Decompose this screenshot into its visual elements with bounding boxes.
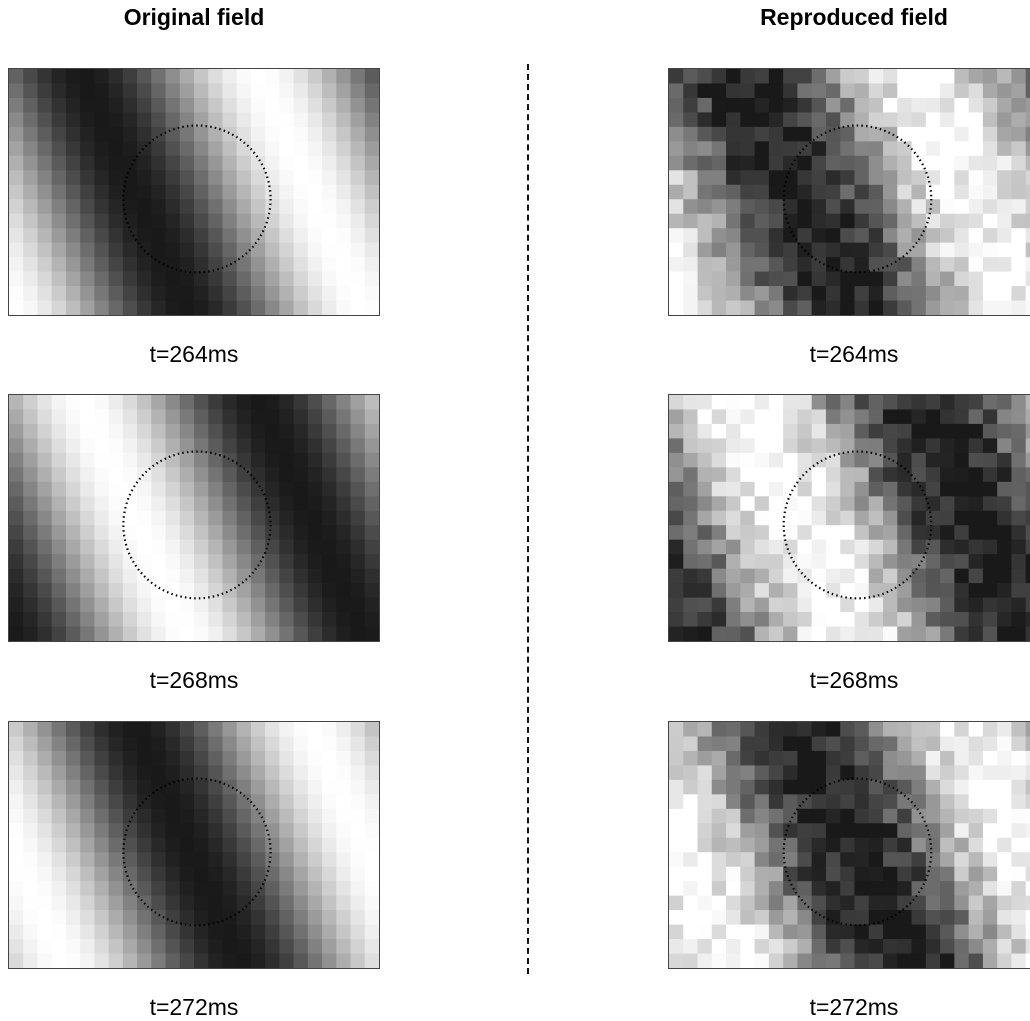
field-image <box>9 722 379 968</box>
region-marker-circle <box>122 450 272 600</box>
original-field-title: Original field <box>123 4 265 30</box>
region-marker-circle <box>782 777 933 927</box>
time-caption: t=264ms <box>149 341 239 367</box>
time-caption: t=264ms <box>809 341 899 367</box>
region-marker-circle <box>782 450 933 600</box>
field-image <box>669 395 1030 641</box>
field-image <box>9 69 379 315</box>
field-image <box>669 69 1030 315</box>
time-caption: t=268ms <box>149 667 239 693</box>
field-panel-original-3 <box>8 721 380 969</box>
field-panel-reproduced-3 <box>668 721 1030 969</box>
field-image <box>669 722 1030 968</box>
time-caption: t=272ms <box>809 994 899 1020</box>
time-caption: t=272ms <box>149 994 239 1020</box>
time-caption: t=268ms <box>809 667 899 693</box>
field-panel-original-1 <box>8 68 380 316</box>
region-marker-circle <box>782 124 933 274</box>
region-marker-circle <box>122 124 272 274</box>
field-panel-reproduced-1 <box>668 68 1030 316</box>
field-panel-original-2 <box>8 394 380 642</box>
column-divider <box>527 64 529 974</box>
region-marker-circle <box>122 777 272 927</box>
reproduced-field-title: Reproduced field <box>760 4 948 30</box>
field-panel-reproduced-2 <box>668 394 1030 642</box>
field-image <box>9 395 379 641</box>
